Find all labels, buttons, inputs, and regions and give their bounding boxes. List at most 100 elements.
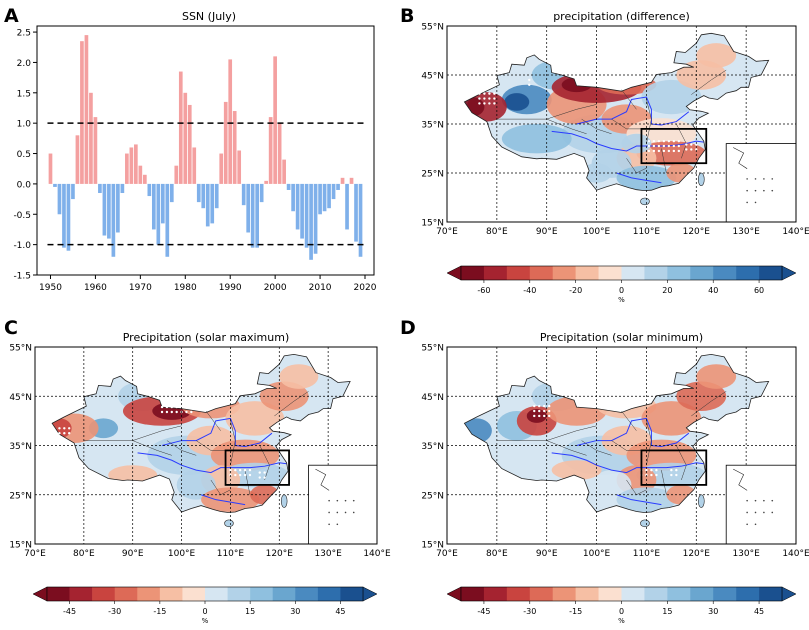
province-border	[581, 118, 612, 135]
significance-dot	[543, 404, 546, 408]
focus-region-box	[640, 127, 708, 165]
lat-tick-label: 15°N	[9, 541, 32, 551]
lon-tick-label: 90°E	[536, 227, 558, 237]
inset-coastline	[315, 468, 330, 491]
inset-coastline	[733, 147, 748, 169]
colorbar-swatch	[506, 587, 531, 601]
y-tick-label: 0.0	[17, 180, 32, 190]
ssn-bar-1954	[66, 183, 71, 251]
panel-letter-a: A	[4, 5, 19, 27]
ssn-bar-1964	[111, 183, 116, 257]
significance-dot	[190, 410, 193, 414]
ssn-bar-1984	[201, 183, 206, 209]
significance-dot	[667, 139, 671, 143]
ssn-bar-1975	[160, 183, 165, 224]
province-border	[691, 391, 727, 417]
river-line	[137, 452, 287, 474]
significance-dot	[655, 473, 658, 477]
precip-anomaly-patch	[591, 470, 632, 500]
x-tick-label: 1970	[129, 283, 152, 293]
ssn-bar-1963	[107, 183, 111, 239]
significance-dot	[528, 78, 531, 82]
south-china-sea-inset	[308, 464, 378, 545]
significance-dot	[483, 97, 486, 100]
colorbar-swatch	[461, 587, 485, 601]
significance-dot	[243, 473, 247, 477]
x-tick-label: 1960	[84, 283, 107, 293]
precip-anomaly-patch	[526, 409, 547, 423]
significance-dot	[650, 468, 653, 472]
significance-dot	[647, 149, 651, 153]
significance-dot	[190, 405, 193, 409]
colorbar-tick-label: -45	[63, 607, 76, 616]
colorbar-swatch	[114, 587, 138, 601]
colorbar-tick-label: 15	[662, 607, 672, 616]
inset-island	[344, 511, 347, 514]
ssn-bar-2008	[309, 183, 313, 260]
ssn-bar-1951	[53, 183, 57, 187]
ssn-bar-1971	[143, 174, 147, 184]
ssn-bar-1995	[250, 183, 255, 248]
lon-tick-label: 70°E	[436, 549, 458, 559]
significance-dot	[170, 410, 173, 414]
inset-island	[763, 511, 765, 514]
significance-dot	[234, 468, 237, 472]
significance-dot	[533, 404, 536, 408]
ssn-bar-1998	[264, 180, 268, 184]
colorbar-swatch	[317, 587, 341, 601]
ssn-bar-2019	[358, 183, 363, 257]
significance-dot	[538, 414, 541, 418]
precip-anomaly-patch	[616, 165, 677, 191]
province-border	[676, 445, 687, 481]
colorbar-tick-label: 0	[619, 607, 624, 616]
ssn-bar-1969	[134, 144, 138, 184]
significance-dot	[190, 400, 193, 404]
colorbar-swatch	[205, 587, 228, 601]
inset-island	[771, 511, 774, 514]
precip-anomaly-patch	[279, 364, 319, 389]
province-border	[196, 440, 231, 451]
ssn-bar-2016	[345, 183, 349, 230]
south-china-sea-inset	[725, 464, 797, 545]
ssn-bar-1981	[187, 104, 192, 184]
significance-dot	[690, 148, 693, 151]
inset-coastline	[733, 468, 748, 491]
ssn-bar-1989	[223, 101, 228, 184]
significance-dot	[647, 139, 651, 143]
y-tick-label: 1.5	[17, 89, 31, 99]
significance-dot	[170, 400, 173, 404]
colorbar-tick-label: 20	[662, 286, 672, 295]
precip-anomaly-patch	[696, 43, 737, 68]
province-border	[230, 420, 236, 466]
province-border	[621, 410, 637, 431]
province-border	[205, 410, 221, 431]
colorbar-unit-label: %	[618, 617, 625, 625]
significance-dot	[478, 92, 481, 95]
significance-dot	[58, 431, 61, 435]
panel-b-colorbar: -60 -40 -20 0 20 40 60%	[446, 265, 797, 304]
lon-tick-label: 110°E	[217, 549, 245, 559]
colorbar-tick-label: -30	[523, 607, 536, 616]
panel-d-title: Precipitation (solar minimum)	[540, 331, 703, 344]
inset-island	[771, 189, 774, 192]
colorbar-swatch	[295, 587, 319, 601]
inset-island	[746, 523, 748, 526]
colorbar-swatch	[250, 587, 274, 601]
ssn-bar-1977	[169, 183, 174, 203]
province-border	[274, 391, 309, 417]
lon-tick-label: 80°E	[73, 549, 95, 559]
ssn-bar-2013	[331, 183, 336, 200]
inset-island	[344, 499, 347, 502]
colorbar-swatch	[506, 266, 531, 280]
significance-dot	[543, 409, 546, 413]
province-border	[132, 425, 182, 441]
significance-dot	[675, 473, 678, 477]
ssn-bar-2004	[291, 183, 295, 212]
colorbar-tick-label: 30	[708, 607, 718, 616]
ssn-bar-1953	[62, 183, 66, 248]
lon-tick-label: 130°E	[314, 549, 342, 559]
map-frame	[446, 346, 797, 545]
taiwan-island	[697, 494, 705, 508]
inset-island	[771, 178, 774, 180]
significance-dot	[670, 473, 673, 477]
